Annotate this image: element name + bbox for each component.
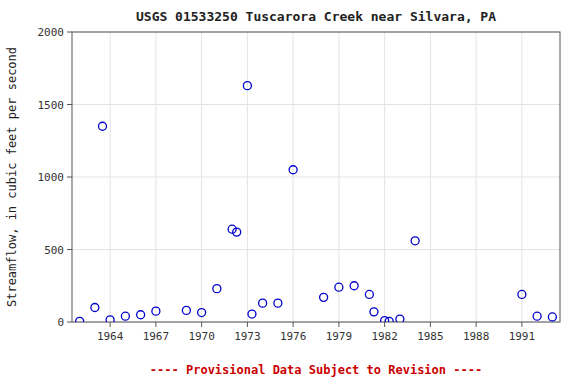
x-tick — [476, 322, 477, 327]
x-tick-label: 1988 — [463, 330, 490, 343]
x-tick-label: 1982 — [371, 330, 398, 343]
point — [76, 317, 84, 322]
point — [396, 315, 404, 322]
y-grid-line — [72, 104, 560, 105]
chart: 1964 1967 1970 1973 1976 1979 1982 1985 1988 1991… — [0, 0, 576, 384]
plot-background — [72, 32, 560, 322]
x-tick — [521, 322, 522, 327]
y-grid-line — [72, 249, 560, 250]
point — [213, 285, 221, 293]
x-tick — [293, 322, 294, 327]
x-tick-label: 1985 — [417, 330, 444, 343]
x-tick — [201, 322, 202, 327]
points — [76, 82, 557, 322]
point — [370, 308, 378, 316]
y-tick — [67, 177, 72, 178]
plot-frame — [72, 32, 560, 322]
title: USGS 01533250 Tuscarora Creek near Silva… — [136, 9, 496, 24]
point — [243, 82, 251, 90]
y-tick — [67, 104, 72, 105]
point — [350, 282, 358, 290]
y-axis-label: Streamflow, in cubic feet per second — [5, 47, 19, 307]
y-grid-line — [72, 177, 560, 178]
point — [411, 237, 419, 245]
y-tick — [67, 32, 72, 33]
point — [320, 293, 328, 301]
y-tick-label: 2000 — [38, 26, 65, 39]
x-tick-label: 1991 — [509, 330, 536, 343]
point — [152, 307, 160, 315]
x-tick-label: 1964 — [97, 330, 124, 343]
point — [182, 306, 190, 314]
x-tick-label: 1967 — [143, 330, 170, 343]
y-tick-label: 0 — [57, 316, 64, 329]
y-tick — [67, 249, 72, 250]
point — [99, 122, 107, 130]
x-tick — [430, 322, 431, 327]
point — [248, 310, 256, 318]
x-tick — [247, 322, 248, 327]
point — [274, 299, 282, 307]
point — [289, 166, 297, 174]
point — [259, 299, 267, 307]
x-tick-label: 1979 — [326, 330, 353, 343]
point — [533, 312, 541, 320]
x-tick — [338, 322, 339, 327]
point — [385, 317, 393, 322]
point — [198, 309, 206, 317]
point — [548, 313, 556, 321]
x-axis: 1964 1967 1970 1973 1976 1979 1982 1985 1988 1991 — [97, 322, 535, 343]
annotation: ---- Provisional Data Subject to Revisio… — [150, 363, 482, 377]
y-tick — [67, 322, 72, 323]
x-tick — [155, 322, 156, 327]
point — [233, 228, 241, 236]
point — [365, 290, 373, 298]
y-tick-label: 500 — [44, 244, 64, 257]
y-tick-label: 1000 — [38, 171, 65, 184]
y-axis: 0 500 1000 1500 2000 — [38, 26, 73, 329]
grid — [72, 32, 560, 322]
point — [335, 283, 343, 291]
x-tick-label: 1976 — [280, 330, 307, 343]
x-tick-label: 1970 — [188, 330, 215, 343]
x-tick-label: 1973 — [234, 330, 261, 343]
point — [106, 316, 114, 322]
x-tick — [384, 322, 385, 327]
point — [91, 304, 99, 312]
point — [121, 312, 129, 320]
x-tick — [110, 322, 111, 327]
y-tick-label: 1500 — [38, 99, 65, 112]
point — [137, 311, 145, 319]
point — [518, 290, 526, 298]
